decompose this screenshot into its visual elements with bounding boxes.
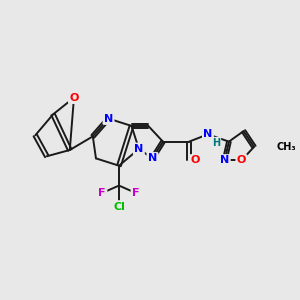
- Text: F: F: [132, 188, 140, 198]
- Text: CH₃: CH₃: [276, 142, 296, 152]
- Text: N: N: [104, 114, 113, 124]
- Text: N: N: [220, 155, 229, 166]
- Text: F: F: [98, 188, 106, 198]
- Text: O: O: [191, 155, 200, 166]
- Text: H: H: [212, 138, 220, 148]
- Text: N: N: [148, 153, 157, 164]
- Text: O: O: [237, 155, 246, 166]
- Text: Cl: Cl: [113, 202, 125, 212]
- Text: N: N: [134, 144, 143, 154]
- Text: O: O: [69, 93, 79, 103]
- Text: N: N: [203, 129, 213, 139]
